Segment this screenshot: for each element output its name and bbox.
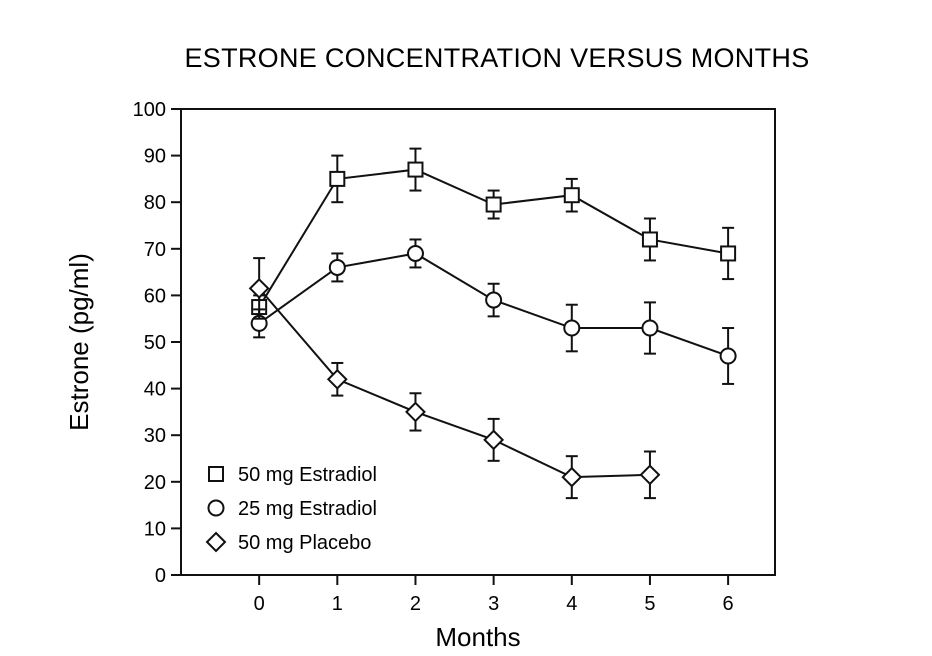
x-tick-label: 0 [254, 593, 265, 615]
data-point-square [720, 245, 737, 262]
data-point-diamond [561, 466, 583, 488]
x-axis: 0 1 2 3 4 5 6 [254, 575, 734, 615]
y-tick-label: 80 [144, 192, 166, 214]
y-axis-label: Estrone (pg/ml) [64, 253, 94, 431]
data-point-diamond [405, 401, 426, 423]
data-point-diamond [248, 277, 270, 299]
y-tick-label: 100 [133, 99, 166, 121]
data-point-diamond [326, 368, 348, 390]
data-point-square [329, 170, 346, 187]
series-line [258, 287, 650, 479]
y-axis: 0 10 20 30 40 50 60 70 80 90 100 [133, 99, 181, 587]
legend-marker-circle [207, 499, 225, 517]
series-circle [250, 238, 737, 385]
legend: 50 mg Estradiol 25 mg Estradiol 50 mg Plac… [205, 464, 377, 554]
data-point-diamond [483, 429, 505, 451]
legend-marker-square [208, 466, 224, 482]
series-diamond [248, 257, 661, 500]
data-point-circle [406, 244, 424, 262]
y-tick-label: 10 [144, 518, 166, 540]
legend-label: 25 mg Estradiol [238, 498, 377, 520]
data-point-circle [641, 319, 659, 337]
y-tick-label: 50 [144, 332, 166, 354]
data-point-circle [485, 291, 503, 309]
x-tick-label: 2 [410, 593, 421, 615]
x-axis-label: Months [435, 622, 520, 652]
y-tick-label: 0 [155, 565, 166, 587]
series-layer [248, 147, 737, 500]
data-point-circle [719, 347, 737, 365]
x-tick-label: 3 [488, 593, 499, 615]
y-tick-label: 30 [144, 425, 166, 447]
data-point-diamond [639, 464, 661, 486]
legend-marker-diamond [205, 531, 227, 553]
data-point-square [563, 187, 580, 204]
chart-title: ESTRONE CONCENTRATION VERSUS MONTHS [184, 43, 809, 73]
x-tick-label: 1 [332, 593, 343, 615]
y-tick-label: 60 [144, 285, 166, 307]
y-tick-label: 40 [144, 379, 166, 401]
data-point-circle [328, 258, 346, 276]
data-point-circle [563, 319, 581, 337]
data-point-square [407, 161, 424, 178]
y-tick-label: 70 [144, 239, 166, 261]
x-tick-label: 6 [723, 593, 734, 615]
x-tick-label: 5 [644, 593, 655, 615]
data-point-square [485, 196, 502, 213]
y-tick-label: 20 [144, 472, 166, 494]
legend-label: 50 mg Estradiol [238, 464, 377, 486]
x-tick-label: 4 [566, 593, 577, 615]
y-tick-label: 90 [144, 146, 166, 168]
data-point-square [641, 231, 658, 248]
legend-label: 50 mg Placebo [238, 532, 371, 554]
